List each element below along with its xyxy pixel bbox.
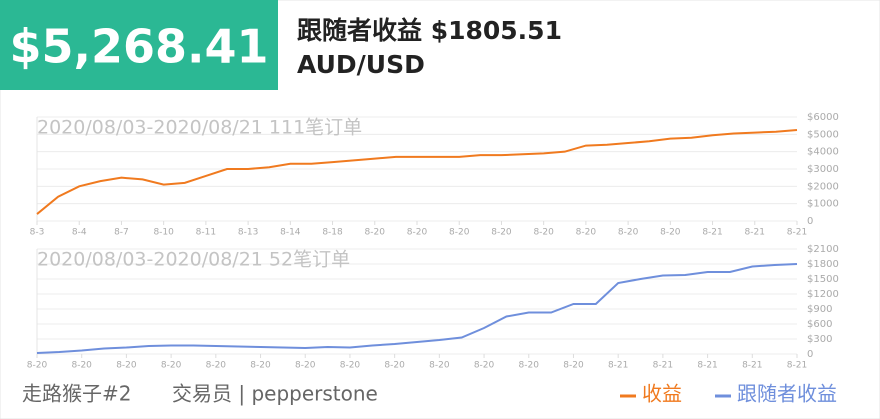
y-tick-label: $1500 bbox=[807, 274, 839, 285]
y-tick-label: $6000 bbox=[807, 112, 839, 123]
x-tick-label: 8-20 bbox=[116, 361, 137, 371]
x-tick-label: 8-21 bbox=[745, 228, 765, 238]
y-tick-label: 0 bbox=[807, 349, 813, 360]
pair: AUD/USD bbox=[297, 50, 425, 79]
x-tick-label: 8-21 bbox=[787, 361, 807, 371]
x-tick-label: 8-20 bbox=[161, 361, 182, 371]
x-tick-label: 8-21 bbox=[697, 361, 717, 371]
x-tick-label: 8-20 bbox=[206, 361, 227, 371]
x-tick-label: 8-20 bbox=[295, 361, 316, 371]
x-tick-label: 8-21 bbox=[742, 361, 762, 371]
x-tick-label: 8-4 bbox=[72, 228, 87, 238]
x-tick-label: 8-18 bbox=[322, 228, 343, 238]
chart-title: 2020/08/03-2020/08/21 52笔订单 bbox=[37, 249, 350, 271]
chart-title: 2020/08/03-2020/08/21 111笔订单 bbox=[37, 117, 362, 139]
amount: $5,268.41 bbox=[10, 20, 269, 74]
x-tick-label: 8-20 bbox=[365, 228, 386, 238]
x-tick-label: 8-13 bbox=[238, 228, 258, 238]
x-tick-label: 8-20 bbox=[250, 361, 271, 371]
legend-label: 跟随者收益 bbox=[737, 382, 837, 406]
x-tick-label: 8-14 bbox=[280, 228, 301, 238]
x-tick-label: 8-20 bbox=[429, 361, 450, 371]
x-tick-label: 8-21 bbox=[653, 361, 673, 371]
line bbox=[36, 263, 798, 354]
x-tick-label: 8-20 bbox=[563, 361, 584, 371]
x-tick-label: 8-20 bbox=[618, 228, 639, 238]
x-tick-label: 8-21 bbox=[787, 228, 807, 238]
x-tick-label: 8-20 bbox=[27, 361, 48, 371]
follower-profit: 跟随者收益 $1805.51 bbox=[297, 16, 562, 45]
x-tick-label: 8-20 bbox=[407, 228, 428, 238]
y-tick-label: 0 bbox=[807, 216, 813, 227]
y-tick-label: $3000 bbox=[807, 164, 839, 175]
x-tick-label: 8-7 bbox=[114, 228, 129, 238]
y-tick-label: $900 bbox=[807, 304, 832, 315]
y-tick-label: $300 bbox=[807, 334, 832, 345]
trader: 走路猴子#2 bbox=[22, 382, 131, 406]
legend-label: 收益 bbox=[642, 382, 682, 406]
x-tick-label: 8-10 bbox=[153, 228, 174, 238]
line bbox=[36, 129, 798, 215]
y-tick-label: $4000 bbox=[807, 147, 839, 158]
x-tick-label: 8-21 bbox=[608, 361, 628, 371]
x-tick-label: 8-3 bbox=[30, 228, 45, 238]
x-tick-label: 8-20 bbox=[533, 228, 554, 238]
x-tick-label: 8-11 bbox=[196, 228, 216, 238]
y-tick-label: $5000 bbox=[807, 129, 839, 140]
x-tick-label: 8-20 bbox=[491, 228, 512, 238]
x-tick-label: 8-20 bbox=[340, 361, 361, 371]
x-tick-label: 8-20 bbox=[660, 228, 681, 238]
y-tick-label: $1800 bbox=[807, 259, 839, 270]
x-tick-label: 8-20 bbox=[449, 228, 470, 238]
x-tick-label: 8-21 bbox=[702, 228, 722, 238]
x-tick-label: 8-20 bbox=[384, 361, 405, 371]
x-tick-label: 8-20 bbox=[519, 361, 540, 371]
y-tick-label: $2100 bbox=[807, 244, 839, 255]
y-tick-label: $600 bbox=[807, 319, 832, 330]
y-tick-label: $2000 bbox=[807, 181, 839, 192]
amount-box bbox=[0, 0, 278, 90]
x-tick-label: 8-20 bbox=[474, 361, 495, 371]
x-tick-label: 8-20 bbox=[576, 228, 597, 238]
role: 交易员 | pepperstone bbox=[172, 382, 378, 406]
y-tick-label: $1200 bbox=[807, 289, 839, 300]
y-tick-label: $1000 bbox=[807, 199, 839, 210]
x-tick-label: 8-20 bbox=[71, 361, 92, 371]
